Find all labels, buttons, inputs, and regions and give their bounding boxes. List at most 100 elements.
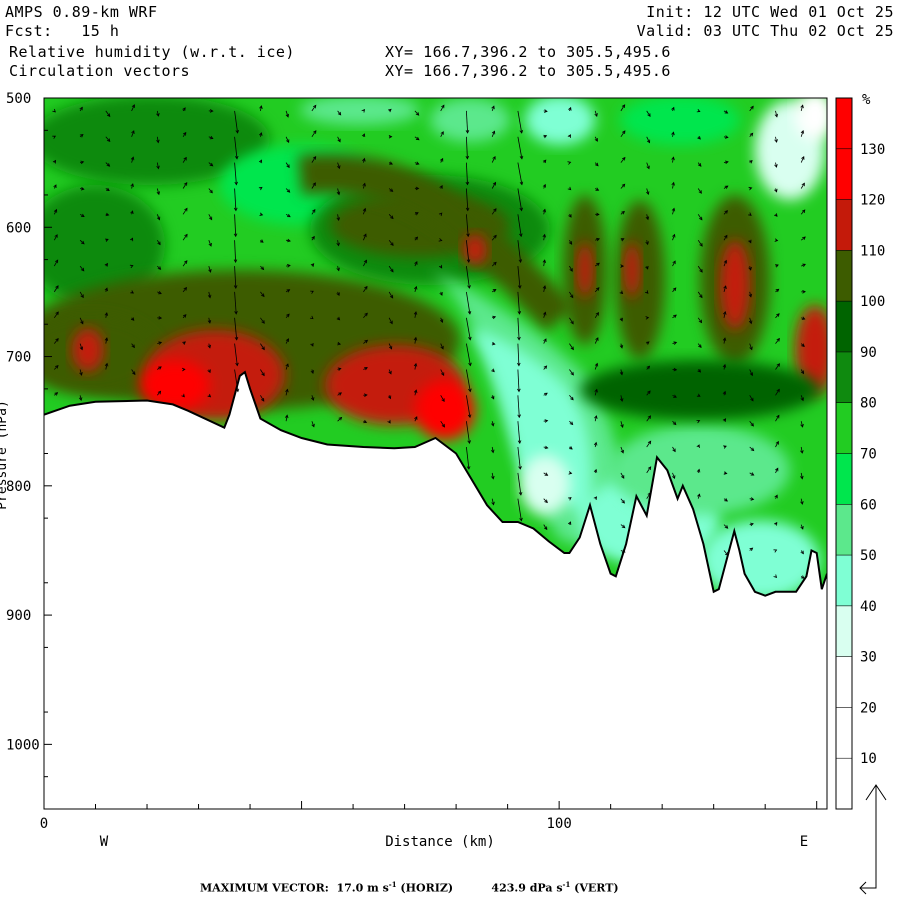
vector-arrowhead <box>130 317 135 321</box>
vector-arrowhead <box>544 472 549 476</box>
vector-arrowhead <box>490 449 495 454</box>
vector-arrow <box>543 285 546 292</box>
vector-arrowhead <box>310 370 314 375</box>
vector-arrow <box>414 311 417 318</box>
vector-arrow <box>388 291 394 299</box>
vector-arrowhead <box>492 181 497 186</box>
vector-arrowhead <box>414 416 418 420</box>
vector-arrow <box>517 395 520 418</box>
vector-arrowhead <box>696 444 700 449</box>
vector-arrow <box>491 235 497 241</box>
vector-arrow <box>749 420 754 427</box>
vector-arrowhead <box>802 236 806 240</box>
vector-arrow <box>672 260 676 267</box>
colorbar-swatch <box>836 301 852 352</box>
vector-arrowhead <box>181 393 185 398</box>
vector-arrowhead <box>363 233 367 238</box>
vector-arrow <box>363 208 366 215</box>
vector-arrowhead <box>184 260 188 264</box>
vector-arrowhead <box>414 236 419 241</box>
vector-arrow <box>440 343 444 350</box>
vector-arrowhead <box>568 241 573 245</box>
vector-arrowhead <box>724 498 728 502</box>
vector-arrowhead <box>441 398 445 403</box>
vector-arrowhead <box>722 363 727 368</box>
vector-arrowhead <box>621 104 626 108</box>
vector-arrow <box>594 312 599 319</box>
y-tick-label: 600 <box>6 220 31 236</box>
vector-arrow <box>54 365 59 370</box>
colorbar-swatch <box>836 504 852 556</box>
vector-arrowhead <box>568 106 572 111</box>
colorbar-swatch <box>836 453 852 505</box>
vector-arrow <box>53 311 59 319</box>
vector-arrow <box>466 369 471 392</box>
vector-arrow <box>491 446 494 453</box>
vector-arrowhead <box>724 110 729 114</box>
vector-arrowhead <box>519 155 524 160</box>
vector-arrowhead <box>672 233 676 238</box>
vector-arrowhead <box>390 268 394 273</box>
vector-arrowhead <box>774 238 779 242</box>
vector-arrow <box>388 239 394 246</box>
vector-arrowhead <box>569 446 573 450</box>
vector-arrow <box>646 188 649 195</box>
vector-arrowhead <box>414 285 418 290</box>
vector-arrow <box>440 395 445 402</box>
vector-arrow <box>53 338 59 344</box>
vector-arrowhead <box>104 238 109 242</box>
vector-arrow <box>311 156 317 163</box>
y-axis: 500 600 700 800 900 1000 <box>6 91 52 778</box>
vector-arrowhead <box>309 315 314 320</box>
vector-arrow <box>363 313 368 319</box>
vector-arrowhead <box>596 237 600 242</box>
vector-arrowhead <box>261 397 265 402</box>
vector-arrow <box>182 182 188 189</box>
vector-arrowhead <box>207 319 212 324</box>
vector-arrow <box>569 395 574 401</box>
vector-arrowhead <box>672 260 676 265</box>
vector-arrow <box>594 415 597 422</box>
vector-arrowhead <box>388 370 392 375</box>
vector-arrowhead <box>518 259 523 264</box>
vector-arrow <box>620 472 625 479</box>
vector-arrowhead <box>440 372 445 377</box>
vector-arrow <box>105 136 111 142</box>
vector-arrowhead <box>672 475 676 479</box>
vector-arrowhead <box>542 208 547 213</box>
x-axis-label: Distance (km) <box>385 834 495 850</box>
vector-arrowhead <box>673 314 677 318</box>
vector-arrow <box>234 214 237 237</box>
vector-arrowhead <box>647 440 652 445</box>
vector-arrowhead <box>79 133 84 138</box>
vector-arrowhead <box>544 419 549 423</box>
vector-arrow <box>208 188 213 194</box>
vector-arrowhead <box>156 165 160 170</box>
vector-arrowhead <box>698 319 703 324</box>
vector-arrow <box>182 234 188 241</box>
vector-arrowhead <box>569 421 574 426</box>
vector-arrow <box>569 265 573 272</box>
vector-arrowhead <box>543 311 547 316</box>
vector-arrowhead <box>415 186 420 191</box>
vector-arrow <box>491 208 497 215</box>
vector-arrow <box>466 395 471 418</box>
vector-arrow <box>723 311 726 318</box>
vector-arrowhead <box>181 367 186 372</box>
vector-arrowhead <box>208 269 212 273</box>
vector-arrowhead <box>54 392 59 396</box>
vector-arrow <box>620 184 625 189</box>
vector-arrowhead <box>129 237 134 242</box>
vector-arrowhead <box>567 186 572 191</box>
vector-arrowhead <box>647 113 651 118</box>
vector-arrow <box>620 130 626 138</box>
vector-arrow <box>131 157 134 163</box>
vector-arrowhead <box>722 418 727 422</box>
vector-arrowhead <box>569 268 573 272</box>
vector-arrow <box>285 162 290 168</box>
vector-arrowhead <box>207 294 212 299</box>
vector-arrow <box>620 498 625 504</box>
vector-arrowhead <box>311 423 315 428</box>
vector-arrowhead <box>310 263 315 267</box>
y-tick-label: 700 <box>6 350 31 366</box>
